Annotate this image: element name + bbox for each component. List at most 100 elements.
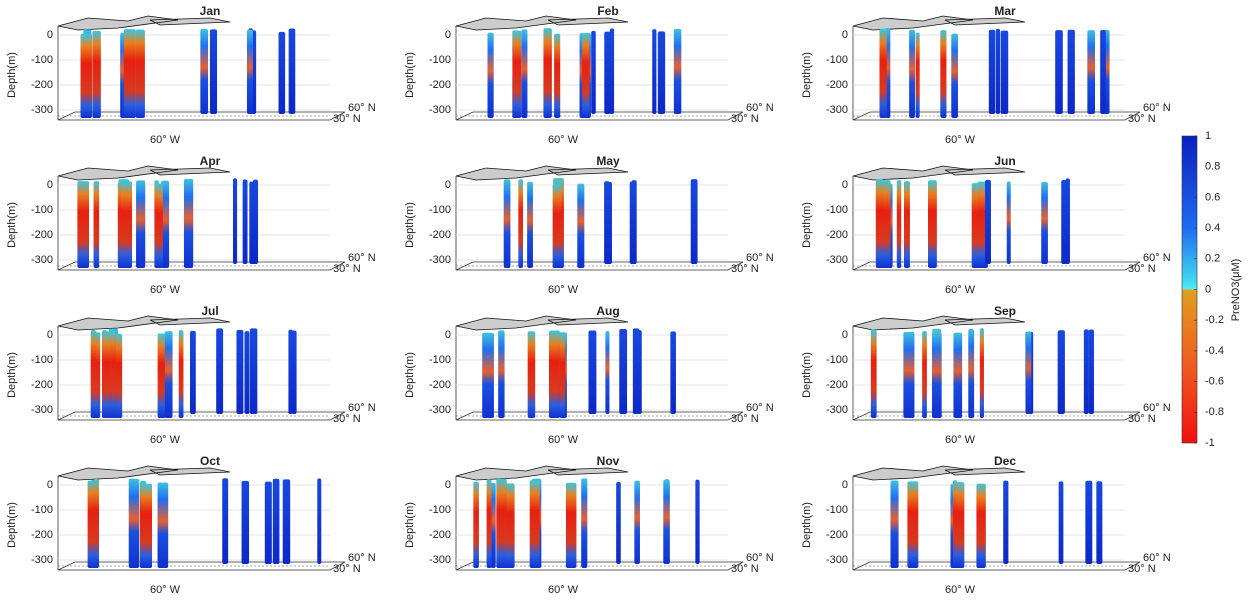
y-tick-label: -200 — [31, 379, 53, 391]
y-tick-label: -100 — [826, 504, 848, 516]
y-tick-label: -100 — [31, 504, 53, 516]
profile-column — [94, 478, 100, 568]
profile-column — [896, 180, 902, 268]
profile-column — [244, 331, 250, 414]
profile-column — [111, 330, 116, 418]
profile-column — [264, 481, 272, 564]
y-tick-label: -100 — [826, 54, 848, 66]
north-label: 30° N — [731, 563, 759, 575]
profile-column — [157, 482, 169, 568]
profile-column — [272, 478, 280, 564]
y-tick-label: -100 — [31, 204, 53, 216]
profile-column — [976, 483, 986, 568]
coastline — [852, 465, 1026, 481]
y-tick-label: -200 — [429, 379, 451, 391]
y-tick-label: -200 — [826, 529, 848, 541]
north-label: 30° N — [333, 563, 361, 575]
coastline — [57, 165, 231, 181]
coastline — [455, 465, 629, 481]
north-label: 30° N — [1128, 263, 1156, 275]
profile-column — [241, 480, 250, 564]
profile-column — [282, 479, 291, 564]
profile-column — [616, 481, 621, 564]
y-tick-label: 0 — [47, 29, 53, 41]
y-tick-label: -200 — [826, 79, 848, 91]
profile-column — [216, 328, 224, 414]
profile-column — [985, 179, 991, 264]
profile-column — [249, 181, 256, 264]
colorbar-tick-label: 0.4 — [1205, 222, 1220, 234]
profile-column — [512, 30, 522, 118]
profile-column — [209, 29, 218, 114]
profile-column — [577, 183, 585, 268]
profile-column — [164, 331, 173, 418]
coastline — [852, 15, 1026, 31]
y-axis-label: Depth(m) — [6, 352, 18, 398]
y-tick-label: -300 — [429, 254, 451, 266]
north-label: 60° N — [1143, 552, 1171, 564]
profile-column — [695, 479, 700, 564]
profile-column — [1055, 30, 1063, 115]
north-label: 30° N — [333, 263, 361, 275]
profile-column — [559, 332, 566, 418]
y-tick-label: -100 — [429, 54, 451, 66]
y-tick-label: -300 — [429, 404, 451, 416]
y-tick-label: -200 — [429, 229, 451, 241]
profile-column — [527, 331, 536, 418]
colorbar-tick-label: 0.2 — [1205, 253, 1220, 265]
profile-column — [909, 29, 915, 118]
profile-column — [940, 30, 947, 118]
profile-column — [1083, 329, 1089, 414]
profile-column — [482, 332, 494, 418]
y-tick-label: 0 — [47, 179, 53, 191]
x-axis-label: 60° W — [150, 134, 181, 146]
y-tick-label: -100 — [826, 354, 848, 366]
profile-column — [951, 33, 958, 118]
north-label: 60° N — [348, 402, 376, 414]
profile-column — [581, 33, 590, 119]
north-label: 30° N — [333, 113, 361, 125]
profile-column — [103, 331, 112, 418]
y-tick-label: 0 — [445, 179, 451, 191]
profile-column — [1000, 30, 1009, 114]
profile-column — [922, 330, 927, 418]
y-axis-label: Depth(m) — [404, 502, 416, 548]
profile-column — [518, 179, 524, 268]
x-axis-label: 60° W — [548, 434, 579, 446]
floor — [57, 261, 346, 271]
profile-column — [92, 30, 101, 118]
y-tick-label: -300 — [826, 254, 848, 266]
profile-column — [1065, 178, 1070, 264]
profile-column — [115, 333, 123, 418]
y-tick-label: -300 — [826, 554, 848, 566]
y-tick-label: -300 — [429, 104, 451, 116]
profile-column — [486, 479, 492, 568]
profile-column — [498, 330, 505, 418]
profile-column — [1087, 30, 1096, 115]
y-axis-label: Depth(m) — [801, 502, 813, 548]
profile-column — [232, 178, 238, 264]
profile-column — [503, 179, 511, 268]
y-tick-label: -100 — [429, 204, 451, 216]
x-axis-label: 60° W — [945, 584, 976, 596]
profile-column — [871, 329, 877, 418]
profile-column — [288, 329, 293, 414]
profile-column — [123, 29, 136, 119]
profile-column — [1100, 29, 1106, 114]
profile-column — [609, 28, 615, 114]
floor — [455, 411, 744, 421]
profile-column — [1088, 329, 1094, 414]
profile-column — [527, 181, 533, 268]
profile-column — [222, 478, 229, 564]
colorbar-tick-label: -0.6 — [1205, 376, 1224, 388]
y-tick-label: -200 — [31, 229, 53, 241]
profile-column — [1085, 480, 1093, 564]
profile-column — [605, 330, 610, 414]
y-axis-label: Depth(m) — [801, 52, 813, 98]
floor — [852, 261, 1141, 271]
colorbar-label: PreNO3(μM) — [1230, 259, 1242, 322]
profile-column — [637, 330, 642, 414]
y-tick-label: -100 — [31, 54, 53, 66]
profile-column — [1058, 481, 1064, 564]
